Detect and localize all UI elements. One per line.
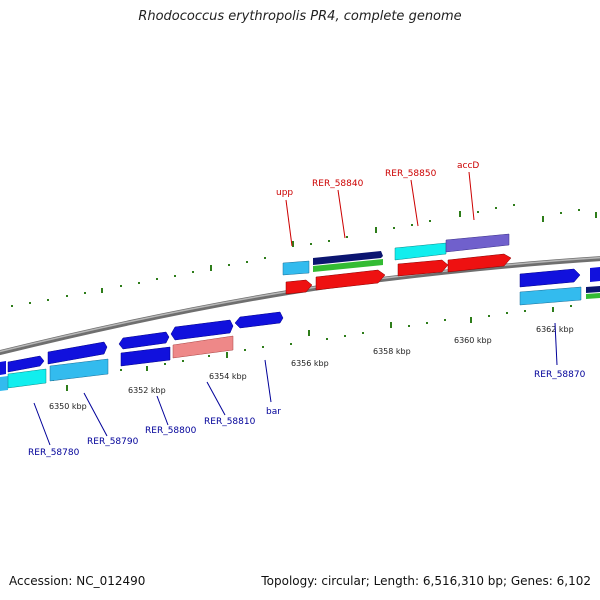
gene-rer-58800-a[interactable]	[118, 331, 170, 350]
tick-label: 6352 kbp	[128, 386, 166, 395]
gene-right-blue-a[interactable]	[519, 268, 581, 288]
label-accD: accD	[457, 161, 479, 171]
gene-rer-58850[interactable]	[394, 242, 447, 261]
label-rer-58840: RER_58840	[312, 179, 364, 189]
gene-rer-58810-a[interactable]	[170, 319, 234, 341]
gene-rer-58800-b[interactable]	[120, 346, 171, 367]
genome-summary-text: Topology: circular; Length: 6,516,310 bp…	[261, 574, 591, 588]
tick-label: 6356 kbp	[291, 359, 329, 368]
label-upp: upp	[276, 188, 293, 198]
gene-bar[interactable]	[234, 311, 284, 329]
misc-feature-rer-58840[interactable]	[313, 259, 383, 272]
accession-text: Accession: NC_012490	[9, 574, 146, 588]
top-leaders	[285, 171, 475, 247]
cds-upp[interactable]	[285, 279, 313, 295]
cds-accD[interactable]	[447, 253, 512, 273]
gene-accD[interactable]	[445, 233, 510, 253]
gene-rer-58780-c[interactable]	[7, 368, 47, 389]
tick-label: 6350 kbp	[49, 402, 87, 411]
gene-left-edge[interactable]	[0, 361, 6, 375]
cds-rer-58840[interactable]	[315, 269, 386, 291]
label-rer-58800: RER_58800	[145, 426, 197, 436]
gene-right-navy[interactable]	[586, 286, 600, 293]
label-rer-58850: RER_58850	[385, 169, 437, 179]
gene-rer-58840[interactable]	[313, 251, 383, 265]
gene-rer-58810-b[interactable]	[172, 335, 234, 359]
gene-rer-58870[interactable]	[519, 286, 582, 306]
upper-tick-track	[11, 204, 597, 307]
gene-right-green[interactable]	[586, 293, 600, 299]
tick-label: 6358 kbp	[373, 347, 411, 356]
label-rer-58870: RER_58870	[534, 370, 586, 380]
bottom-leaders	[33, 322, 558, 446]
gene-rer-58790-b[interactable]	[49, 358, 109, 382]
gene-right-blue-b[interactable]	[590, 267, 600, 282]
label-rer-58790: RER_58790	[87, 437, 139, 447]
gene-upp[interactable]	[282, 260, 310, 276]
gene-rer-58790-a[interactable]	[47, 341, 108, 365]
label-bar: bar	[266, 407, 281, 417]
tick-label: 6360 kbp	[454, 336, 492, 345]
gene-rer-58780-b[interactable]	[0, 376, 8, 391]
label-rer-58780: RER_58780	[28, 448, 80, 458]
tick-label: 6354 kbp	[209, 372, 247, 381]
map-title: Rhodococcus erythropolis PR4, complete g…	[138, 9, 462, 24]
label-rer-58810: RER_58810	[204, 417, 256, 427]
gene-rer-58780-a[interactable]	[7, 355, 45, 373]
cds-rer-58850[interactable]	[397, 259, 449, 277]
